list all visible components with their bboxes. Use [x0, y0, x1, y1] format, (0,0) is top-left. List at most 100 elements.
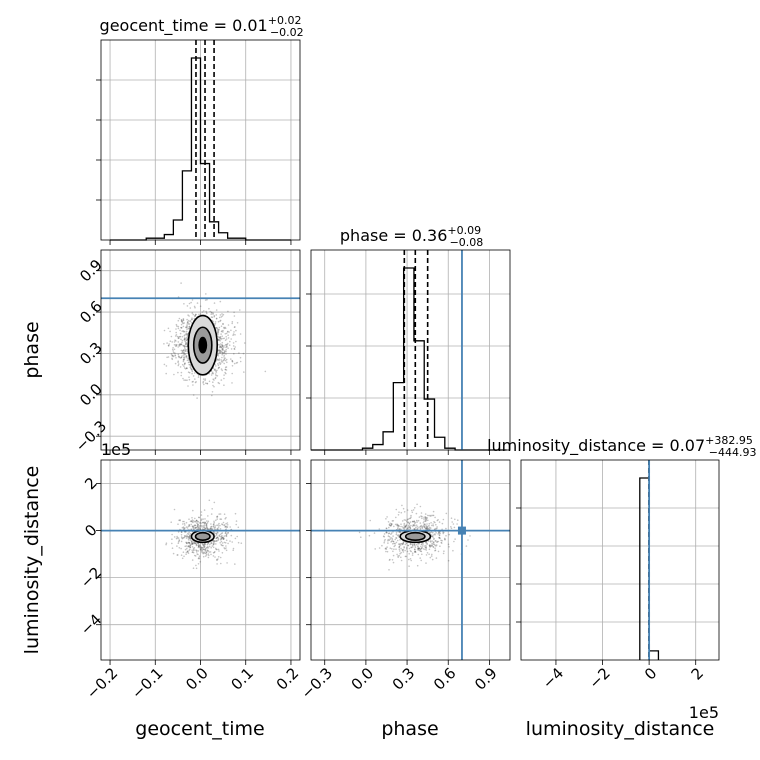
ld-phase-point [410, 524, 412, 527]
phase-geocent-point [223, 326, 225, 329]
ld-geocent-point [191, 520, 193, 523]
phase-geocent-point [223, 384, 225, 387]
ld-marginal-tick-label-x: −2 [585, 664, 613, 692]
phase-geocent-point [180, 319, 183, 321]
phase-geocent-point [219, 350, 221, 352]
phase-geocent-point [218, 349, 221, 351]
ld-phase-point [429, 546, 432, 548]
ld-phase-point [410, 559, 413, 562]
ld-geocent-point [185, 545, 188, 547]
ld-geocent-point [234, 537, 237, 540]
ld-phase-point [412, 544, 414, 546]
phase-geocent-point [223, 354, 225, 357]
ld-geocent-point [201, 546, 204, 549]
ld-geocent-point [235, 523, 237, 526]
ld-phase-point [398, 531, 401, 533]
ld-phase-point [414, 550, 416, 552]
phase-geocent-point [206, 298, 208, 301]
phase-geocent-point [180, 320, 183, 322]
ld-geocent-point [192, 521, 194, 524]
phase-geocent-point [218, 338, 220, 341]
phase-geocent-point [218, 316, 221, 319]
ld-geocent-point [211, 542, 213, 545]
ld-geocent-point [227, 531, 229, 534]
ld-phase-point [422, 522, 425, 524]
phase-geocent-point [235, 340, 237, 343]
ld-phase-point [421, 546, 423, 549]
ld-phase-point [434, 516, 436, 519]
ld-phase-point [391, 540, 393, 542]
phase-geocent-point [214, 322, 217, 325]
phase-geocent-point [191, 381, 194, 383]
phase-geocent-point [185, 333, 188, 336]
ld-geocent-point [217, 527, 219, 530]
ld-phase-point [411, 544, 414, 547]
ld-geocent-point [221, 523, 224, 526]
phase-geocent-point [182, 319, 185, 321]
phase-geocent-point [170, 335, 173, 338]
ld-phase-point [430, 514, 432, 517]
ld-geocent-point [197, 550, 200, 552]
ld-geocent-point [213, 523, 215, 525]
phase-geocent-point [184, 345, 186, 348]
ld-geocent-point [200, 524, 203, 527]
phase-geocent-point [173, 341, 176, 343]
phase-geocent-point [196, 302, 199, 304]
ld-geocent-point [202, 518, 204, 520]
ld-phase-point [421, 517, 423, 520]
geocent-marginal-title-lower-error: −0.02 [270, 26, 304, 39]
ld-phase-point [413, 520, 415, 523]
ld-geocent-point [222, 537, 225, 540]
ld-geocent-point [191, 542, 194, 545]
ld-geocent-point [173, 508, 176, 511]
ld-phase-point [427, 519, 429, 522]
ld-phase-point [434, 544, 436, 546]
phase-geocent-point [206, 382, 209, 385]
ld-phase-point [387, 538, 390, 541]
ld-geocent-point [212, 539, 215, 542]
ld-phase-point [432, 546, 435, 548]
ld-phase-point [422, 548, 425, 550]
phase-geocent-point [219, 320, 221, 322]
ld-phase-point [388, 523, 391, 526]
phase-geocent-point [178, 356, 180, 359]
ld-phase-point [418, 526, 420, 529]
phase-geocent-point [171, 341, 173, 343]
ld-geocent-point [180, 554, 183, 556]
phase-geocent-point [182, 360, 185, 363]
ld-phase-point [420, 550, 423, 553]
ld-geocent-point [185, 553, 187, 555]
ld-marginal-title-lower-error: −444.93 [709, 446, 757, 459]
ld-phase-point [393, 542, 396, 545]
ld-geocent-point [225, 539, 228, 542]
phase-geocent-point [183, 334, 186, 337]
ld-geocent-point [172, 552, 175, 555]
ld-geocent-point [193, 549, 195, 551]
phase-geocent-point [180, 343, 182, 346]
ld-geocent-point [200, 514, 203, 516]
ld-geocent-point [222, 544, 224, 547]
phase-geocent-point [172, 354, 174, 357]
phase-geocent-point [194, 315, 196, 318]
ld-phase-point [405, 524, 408, 526]
ld-marginal-tick-label-x: 0 [641, 664, 660, 683]
phase-geocent-point [204, 378, 207, 380]
ld-geocent-point [192, 509, 194, 512]
phase-geocent-point [187, 385, 189, 387]
phase-geocent-point [216, 359, 218, 361]
ld-phase-point [404, 549, 406, 552]
ld-geocent-point [217, 539, 219, 542]
ld-phase-point [395, 508, 398, 511]
phase-geocent-point [183, 339, 186, 341]
ld-phase-point [435, 545, 437, 547]
phase-geocent-point [219, 363, 222, 366]
ld-phase-point [414, 551, 416, 553]
ld-geocent-point [212, 525, 215, 527]
ld-phase-point [389, 522, 392, 525]
ld-phase-point [402, 542, 405, 544]
phase-geocent-point [183, 344, 185, 347]
ld-phase-point [437, 540, 440, 543]
ld-geocent-point [176, 554, 178, 556]
phase-geocent-point [219, 335, 222, 338]
phase-geocent-point [189, 320, 192, 322]
